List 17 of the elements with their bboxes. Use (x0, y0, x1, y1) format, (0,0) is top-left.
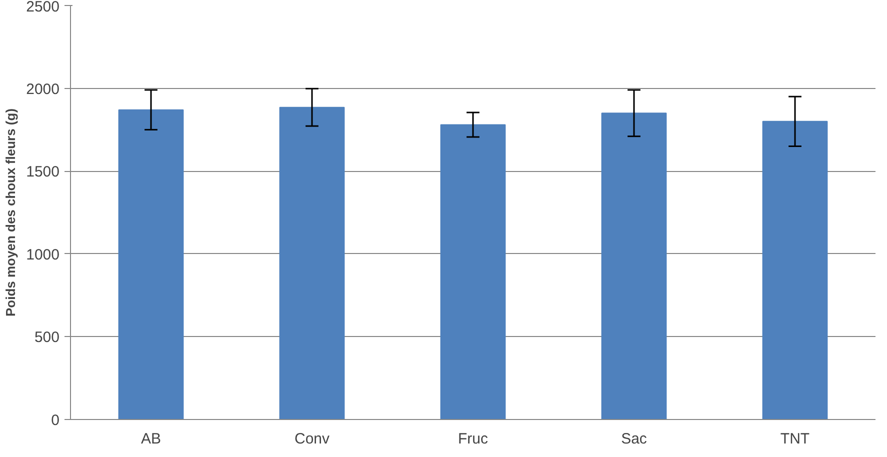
x-tick-label: AB (140, 430, 162, 448)
bar (762, 120, 828, 420)
bar (440, 124, 506, 420)
bar (118, 109, 184, 420)
y-tick-label: 1000 (26, 246, 60, 264)
bar (601, 112, 667, 420)
y-tick-label: 2000 (26, 80, 60, 98)
x-tick-label: Sac (621, 430, 648, 448)
y-tick-label: 2500 (26, 0, 60, 16)
x-tick-label: TNT (780, 430, 810, 448)
y-tick-label: 1500 (26, 164, 60, 181)
bar (279, 106, 345, 420)
x-tick-label: Fruc (458, 430, 488, 448)
y-axis-title: Poids moyen des choux fleurs (g) (3, 108, 18, 317)
y-tick-label: 500 (34, 329, 60, 346)
y-tick-label: 0 (51, 412, 60, 429)
x-tick-label: Conv (294, 430, 330, 448)
